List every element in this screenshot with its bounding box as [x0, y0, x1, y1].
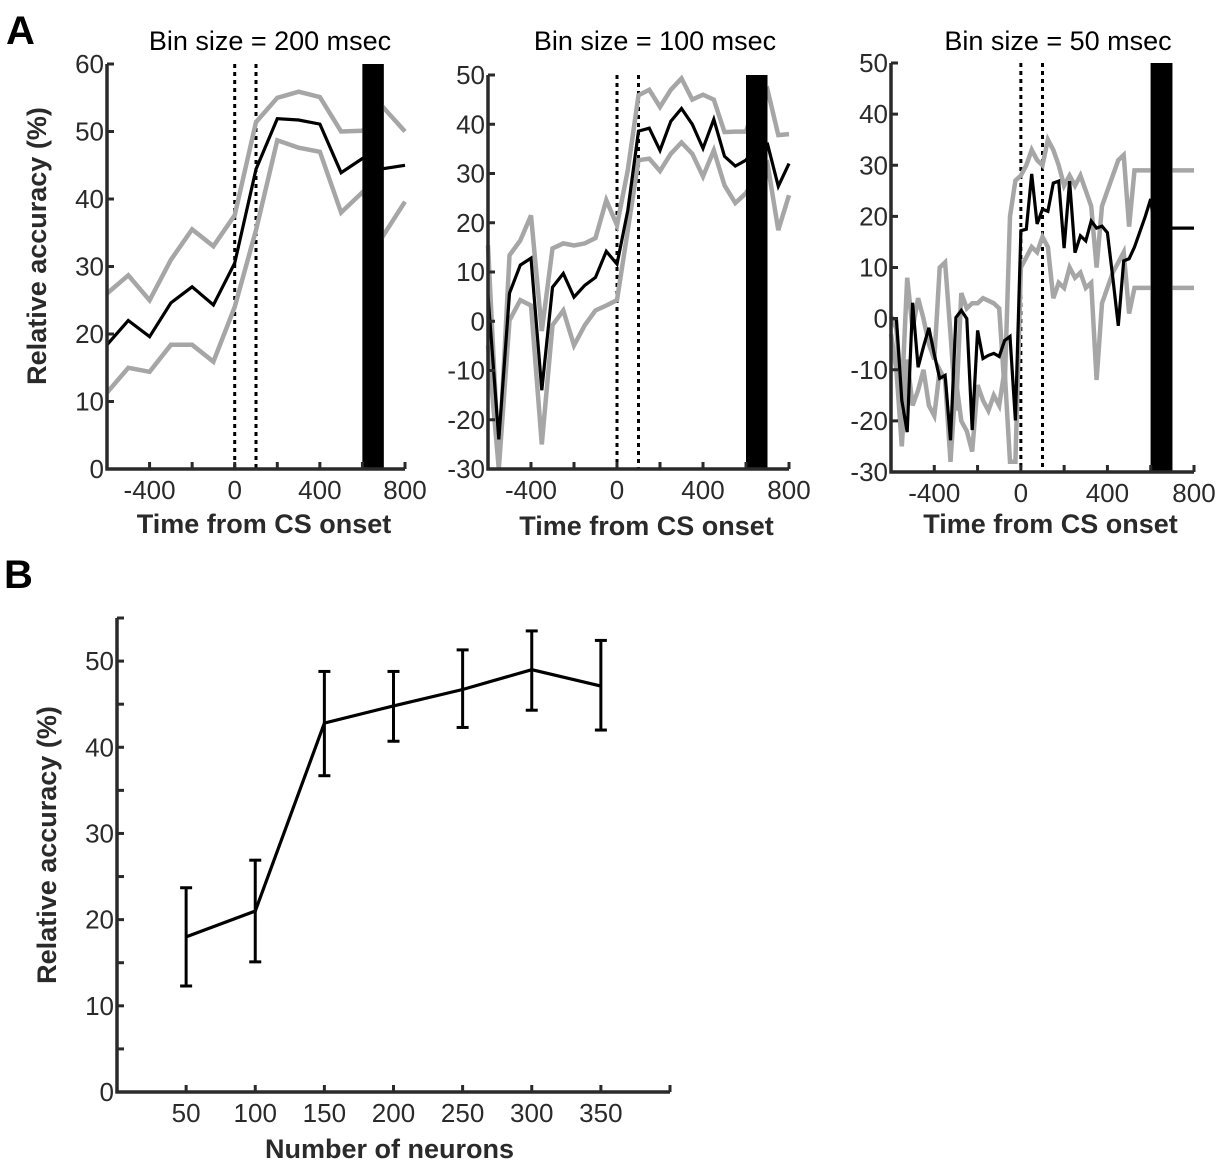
y-tick-label: 60 [75, 49, 104, 79]
y-tick-label: 40 [75, 184, 104, 214]
series-upper-bound-line [888, 133, 1194, 411]
y-tick-label: -30 [850, 457, 888, 487]
x-axis-label: Time from CS onset [519, 511, 774, 541]
panel-label-a: A [6, 9, 35, 53]
x-tick-label: 0 [227, 475, 241, 505]
panel-label-b: B [4, 553, 33, 597]
x-tick-label: 0 [1014, 478, 1028, 508]
y-tick-label: 20 [75, 319, 104, 349]
y-tick-label: -30 [447, 454, 485, 484]
y-axis-label: Relative accuracy (%) [32, 706, 62, 984]
x-tick-label: 400 [298, 475, 341, 505]
series-upper-bound-line [485, 74, 790, 465]
x-tick-label: 0 [610, 475, 624, 505]
x-tick-label: 400 [681, 475, 724, 505]
x-tick-label: 400 [1086, 478, 1129, 508]
shaded-interval-bar-overlay [746, 75, 768, 469]
x-tick-label: -400 [908, 478, 960, 508]
plot-bin-50: Bin size = 50 msec -400 0 400 800 -30 -20 -10 0 1… [850, 26, 1215, 539]
x-tick-label: 200 [372, 1098, 415, 1128]
y-tick-label: 20 [85, 905, 114, 935]
x-axis-label: Number of neurons [265, 1134, 514, 1164]
series-lower-bound-line [485, 139, 792, 470]
y-tick-label: 50 [85, 646, 114, 676]
plot-bin-100: Bin size = 100 msec -400 0 400 800 -30 -20 -10 0… [447, 26, 810, 541]
y-tick-label: -10 [447, 356, 485, 386]
x-tick-label: 800 [1172, 478, 1215, 508]
y-tick-label: 30 [85, 818, 114, 848]
y-tick-label: 30 [75, 252, 104, 282]
y-tick-label: 10 [75, 387, 104, 417]
series-lower-bound-line [105, 137, 407, 395]
y-tick-label: -10 [850, 355, 888, 385]
y-tick-label: 50 [456, 60, 485, 90]
y-tick-label: 20 [859, 201, 888, 231]
y-tick-label: -20 [850, 406, 888, 436]
plot-title: Bin size = 50 msec [944, 26, 1171, 56]
y-tick-label: -20 [447, 405, 485, 435]
plot-neurons: 50 100 150 200 250 300 350 0 10 20 30 40 50 Number of… [32, 616, 672, 1164]
plot-bin-200: Bin size = 200 msec -400 0 400 800 0 10 20 30 40 5… [22, 26, 427, 539]
y-tick-label: 20 [456, 208, 485, 238]
shaded-interval-bar-overlay [362, 64, 384, 469]
y-tick-label: 30 [456, 159, 485, 189]
x-tick-label: 800 [383, 475, 426, 505]
plot-title: Bin size = 200 msec [149, 26, 391, 56]
x-tick-label: 350 [579, 1098, 622, 1128]
y-tick-label: 50 [859, 48, 888, 78]
x-tick-label: -400 [505, 475, 557, 505]
plot-title: Bin size = 100 msec [534, 26, 776, 56]
y-axis-label: Relative accuracy (%) [22, 107, 52, 385]
y-tick-label: 40 [456, 109, 485, 139]
x-tick-label: 250 [441, 1098, 484, 1128]
y-tick-label: 0 [471, 306, 485, 336]
series-lower-bound-line [888, 231, 1194, 465]
y-tick-label: 0 [874, 304, 888, 334]
series-upper-bound-line [105, 89, 407, 305]
x-tick-label: 300 [510, 1098, 553, 1128]
y-tick-label: 30 [859, 150, 888, 180]
y-tick-label: 10 [85, 991, 114, 1021]
y-tick-label: 10 [456, 257, 485, 287]
x-axis-label: Time from CS onset [923, 509, 1178, 539]
y-tick-label: 40 [85, 732, 114, 762]
y-tick-label: 0 [90, 454, 104, 484]
y-tick-label: 0 [100, 1077, 114, 1107]
x-tick-label: 50 [172, 1098, 201, 1128]
x-tick-label: 150 [303, 1098, 346, 1128]
y-tick-label: 50 [75, 117, 104, 147]
x-tick-label: -400 [124, 475, 176, 505]
x-tick-label: 800 [767, 475, 810, 505]
y-tick-label: 40 [859, 99, 888, 129]
y-tick-label: 10 [859, 253, 888, 283]
x-tick-label: 100 [234, 1098, 277, 1128]
x-axis-label: Time from CS onset [137, 509, 392, 539]
shaded-interval-bar-overlay [1150, 63, 1173, 472]
